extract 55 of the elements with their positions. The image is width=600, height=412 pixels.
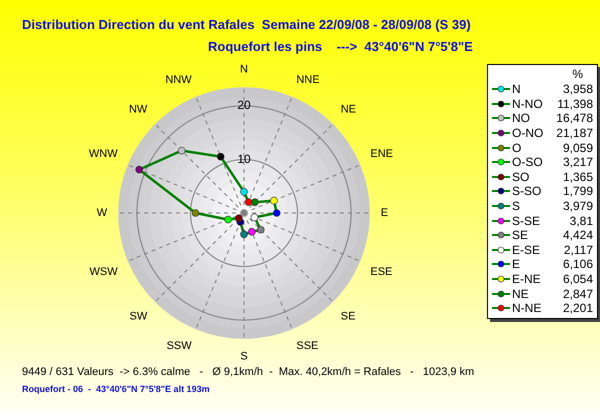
text: 3,81 <box>570 214 593 228</box>
spoke-label: S <box>240 350 248 362</box>
y-tick-label: 20 <box>237 98 251 112</box>
category-label: SE <box>511 228 530 242</box>
text: 6,054 <box>562 272 593 286</box>
category-label: N-NE <box>511 301 542 316</box>
text: 9449 / 631 Valeurs -> 6.3% calme - Ø 9,1km/h - Max. 40,2km/h = Rafales - 1023,9 km <box>22 366 474 378</box>
category-label: N <box>511 82 522 96</box>
text: 2,847 <box>562 286 593 301</box>
text: 11,398 <box>557 96 593 111</box>
category-label: O-NO <box>511 126 544 140</box>
spoke-label: NE <box>340 104 356 116</box>
category-label: NE <box>511 286 530 301</box>
spoke-label: ENE <box>370 148 394 160</box>
text: 16,478 <box>556 111 593 126</box>
text: % <box>571 67 584 82</box>
category-label: O <box>511 140 522 155</box>
category-label: E <box>511 257 522 272</box>
category-label: SO <box>511 170 530 184</box>
text: 3,979 <box>562 199 593 214</box>
category-label: NO <box>511 111 531 126</box>
text: 1,365 <box>562 170 593 184</box>
category-label: S-SO <box>511 184 542 198</box>
text: 9,059 <box>562 140 593 155</box>
spoke-label: SW <box>130 310 148 322</box>
category-label: S-SE <box>511 214 542 228</box>
chart-subtitle: Roquefort les pins ---> 43°40'6"N 7°5'8"E <box>208 39 473 54</box>
spoke-label: NNW <box>165 74 192 86</box>
chart-title: Distribution Direction du vent Rafales Semaine 22/09/08 - 28/09/08 (S 39) <box>22 17 471 32</box>
category-label: O-SO <box>511 155 544 170</box>
spoke-label: NNE <box>296 74 320 86</box>
spoke-label: ESE <box>370 266 392 278</box>
category-label: N-NO <box>511 96 544 111</box>
text: 2,201 <box>562 301 593 316</box>
text: 2,117 <box>564 242 593 257</box>
spoke-label: WSW <box>90 266 118 278</box>
text: 6,106 <box>562 257 593 272</box>
text: Roquefort - 06 - 43°40'6"N 7°5'8"E alt 193m <box>22 384 210 394</box>
text: 21,187 <box>556 126 593 140</box>
text: 3,958 <box>562 82 593 96</box>
spoke-label: SSW <box>166 340 192 352</box>
spoke-label: N <box>240 64 248 76</box>
text: 3,217 <box>562 155 593 170</box>
category-label: S <box>511 199 522 214</box>
spoke-label: NW <box>128 104 148 116</box>
category-label: E-NE <box>511 272 542 286</box>
spoke-label: SE <box>340 310 356 322</box>
y-tick-label: 10 <box>237 152 251 166</box>
text: 1,799 <box>562 184 593 198</box>
spoke-label: WNW <box>88 148 118 160</box>
spoke-label: E <box>380 207 388 220</box>
text: 4,424 <box>562 228 593 242</box>
spoke-label: W <box>96 207 108 220</box>
category-label: E-SE <box>511 242 542 257</box>
spoke-label: SSE <box>296 340 318 352</box>
